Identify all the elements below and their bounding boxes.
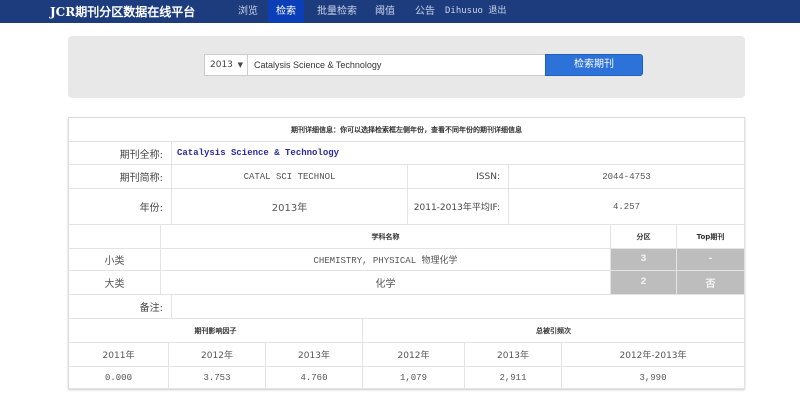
- major-zone: 2: [611, 271, 677, 295]
- issn-label: ISSN:: [408, 165, 509, 189]
- minor-label: 小类: [69, 249, 161, 271]
- if-header: 期刊影响因子: [69, 319, 363, 343]
- nav-batch-search[interactable]: 批量检索: [317, 6, 357, 17]
- issn-value: 2044-4753: [509, 165, 745, 189]
- avg-if-label: 2011-2013年平均IF:: [408, 189, 509, 225]
- nav-browse[interactable]: 浏览: [238, 6, 258, 17]
- dropdown-arrow-icon: ▼: [237, 61, 243, 69]
- full-name-value[interactable]: Catalysis Science & Technology: [172, 142, 745, 165]
- minor-subject: CHEMISTRY, PHYSICAL 物理化学: [161, 249, 611, 271]
- full-name-label: 期刊全称:: [69, 142, 172, 165]
- year-cell: 2013年: [266, 343, 363, 367]
- abbr-value: CATAL SCI TECHNOL: [172, 165, 408, 189]
- nav-logout[interactable]: Dihusuo 退出: [445, 6, 507, 16]
- year-value: 2013年: [172, 189, 408, 225]
- minor-zone: 3: [611, 249, 677, 271]
- value-cell: 1,079: [363, 367, 465, 389]
- search-journal-button[interactable]: 检索期刊: [545, 54, 643, 76]
- year-cell: 2013年: [465, 343, 562, 367]
- year-label: 年份:: [69, 189, 172, 225]
- note-value: [172, 295, 745, 319]
- year-cell: 2012年: [363, 343, 465, 367]
- minor-top: -: [677, 249, 745, 271]
- subject-corner: [69, 225, 161, 249]
- journal-detail-table: 期刊详细信息：你可以选择检索框左侧年份，查看不同年份的期刊详细信息 期刊全称: …: [68, 117, 745, 389]
- top-nav: JCR期刊分区数据在线平台 浏览 检索 批量检索 阈值 公告 Dihusuo 退…: [0, 0, 800, 23]
- value-cell: 4.760: [266, 367, 363, 389]
- year-cell: 2011年: [69, 343, 169, 367]
- note-label: 备注:: [69, 295, 172, 319]
- avg-if-value: 4.257: [509, 189, 745, 225]
- zone-header: 分区: [611, 225, 677, 249]
- year-cell: 2012年: [169, 343, 266, 367]
- nav-announcement[interactable]: 公告: [415, 6, 435, 17]
- major-top: 否: [677, 271, 745, 295]
- detail-header: 期刊详细信息：你可以选择检索框左侧年份，查看不同年份的期刊详细信息: [69, 118, 745, 142]
- major-label: 大类: [69, 271, 161, 295]
- major-subject: 化学: [161, 271, 611, 295]
- cite-header: 总被引频次: [363, 319, 745, 343]
- value-cell: 3.753: [169, 367, 266, 389]
- abbr-label: 期刊简称:: [69, 165, 172, 189]
- journal-search-input[interactable]: [247, 54, 546, 76]
- subject-header: 学科名称: [161, 225, 611, 249]
- brand-title: JCR期刊分区数据在线平台: [50, 5, 196, 19]
- value-cell: 0.000: [69, 367, 169, 389]
- year-select[interactable]: 2013 ▼: [204, 54, 248, 76]
- nav-search[interactable]: 检索: [268, 0, 304, 23]
- year-cell: 2012年-2013年: [562, 343, 745, 367]
- nav-threshold[interactable]: 阈值: [375, 6, 395, 17]
- top-header: Top期刊: [677, 225, 745, 249]
- year-value: 2013: [210, 60, 233, 70]
- value-cell: 3,990: [562, 367, 745, 389]
- value-cell: 2,911: [465, 367, 562, 389]
